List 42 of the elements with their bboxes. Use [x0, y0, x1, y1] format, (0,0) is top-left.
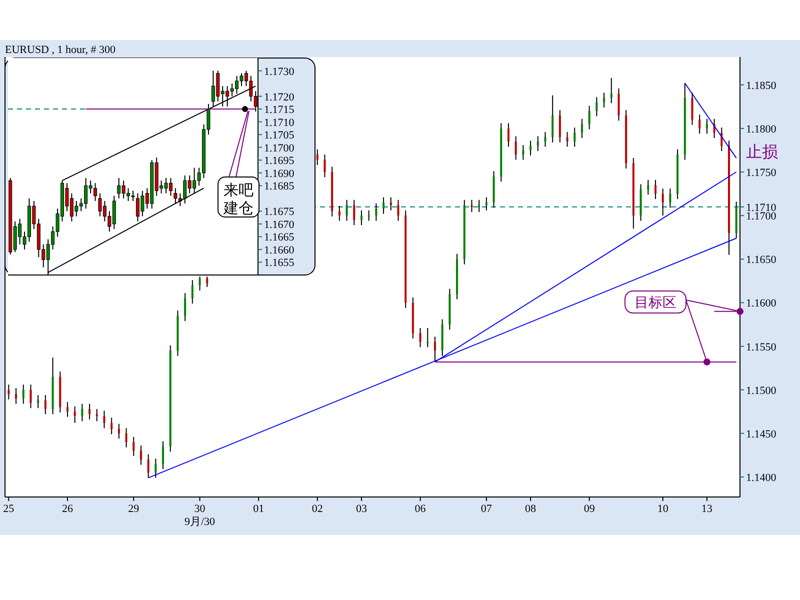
y-tick-label: 1.1650 [746, 254, 777, 266]
y-tick-label: 1.1660 [264, 244, 295, 256]
y-tick-label: 1.1705 [264, 130, 295, 142]
y-tick-label: 1.1550 [746, 341, 777, 354]
x-tick-label: 29 [128, 503, 140, 515]
y-tick-label: 1.1670 [264, 218, 295, 231]
x-tick-label: 02 [312, 503, 323, 515]
x-tick-label: 25 [3, 503, 15, 515]
x-tick-label: 26 [62, 503, 74, 515]
x-tick-label: 06 [414, 503, 426, 515]
y-tick-label: 1.1710 [264, 116, 295, 129]
y-tick-label: 1.1655 [264, 257, 295, 270]
annotation: 目标区 [634, 295, 676, 311]
y-tick-label: 1.1800 [746, 123, 777, 136]
y-tick-label: 1.1750 [746, 167, 777, 180]
y-tick-label: 1.1690 [264, 168, 295, 180]
y-tick-label: 1.1500 [746, 384, 777, 397]
y-tick-label: 1.1450 [746, 428, 777, 440]
y-tick-label: 1.1685 [264, 180, 295, 193]
x-tick-label: 13 [701, 503, 713, 515]
x-tick-label: 09 [584, 503, 596, 515]
y-tick-label: 1.1665 [264, 232, 295, 244]
text: 止损 [746, 143, 778, 161]
y-tick-label: 1.1700 [264, 142, 295, 154]
annotation: 来吧建仓 [222, 182, 254, 217]
x-tick-label: 08 [525, 503, 537, 515]
y-tick-label: 1.1850 [746, 80, 777, 92]
x-tick-label: 10 [657, 503, 669, 515]
y-tick-label: 1.1700 [746, 210, 777, 223]
y-tick-label: 1.1400 [746, 472, 777, 484]
y-tick-label: 1.1730 [264, 66, 295, 78]
x-tick-label: 07 [480, 503, 492, 515]
y-tick-label: 1.1600 [746, 298, 777, 310]
y-tick-label: 1.1715 [264, 104, 295, 116]
y-tick-label: 1.1695 [264, 155, 295, 168]
chart-title: EURUSD , 1 hour, # 300 [5, 44, 116, 56]
x-tick-label: 03 [356, 503, 368, 515]
text: 9月/30 [184, 516, 216, 528]
y-tick-label: 1.1675 [264, 206, 295, 218]
x-tick-label: 30 [194, 503, 206, 515]
x-tick-label: 01 [253, 503, 264, 515]
y-tick-label: 1.1720 [264, 91, 295, 104]
